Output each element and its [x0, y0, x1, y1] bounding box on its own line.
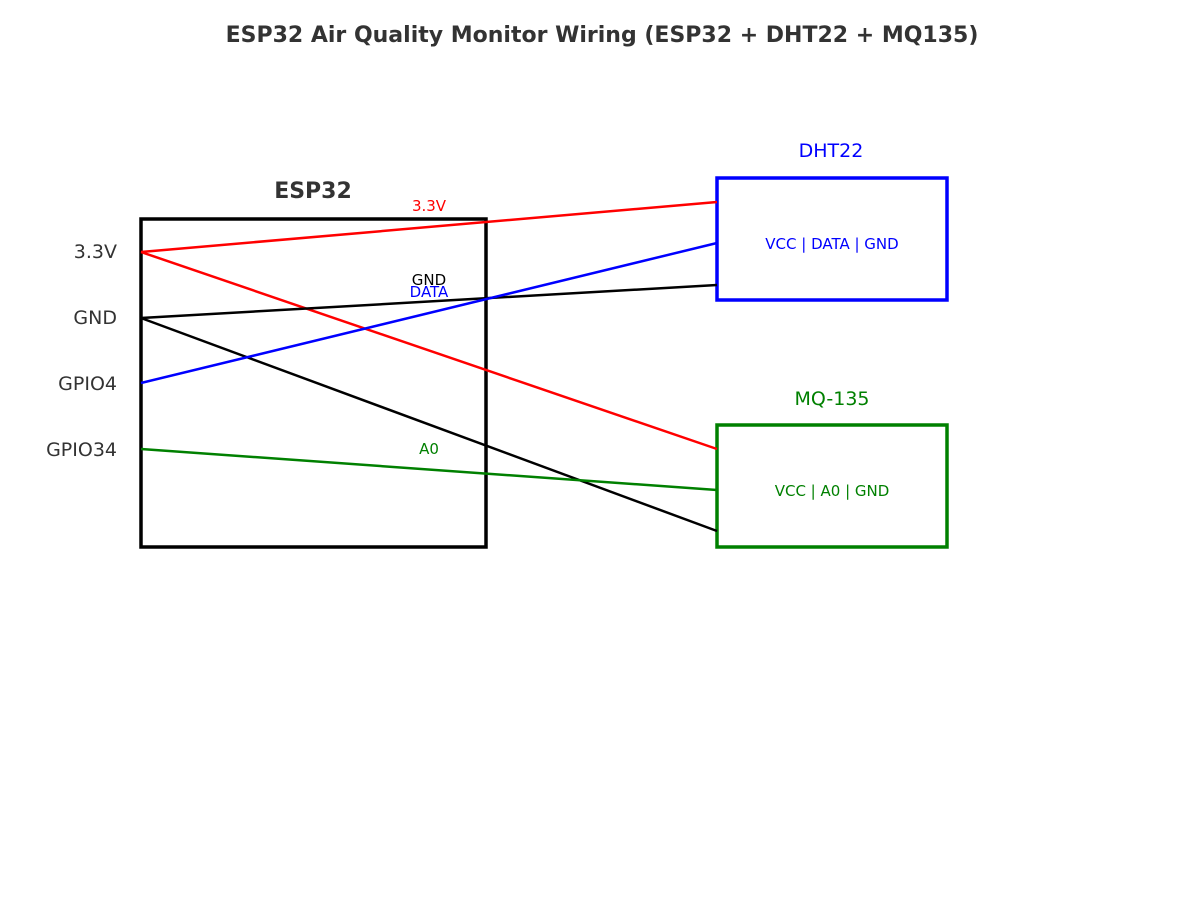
- pin-label-gnd: GND: [73, 307, 117, 329]
- diagram-title: ESP32 Air Quality Monitor Wiring (ESP32 …: [226, 23, 979, 48]
- esp32-label: ESP32: [274, 179, 352, 204]
- wire-gnd-to-mq135-gnd: [140, 316, 718, 533]
- mq135-module: [715, 423, 949, 549]
- dht22-label: DHT22: [799, 140, 864, 162]
- wire-label-data: DATA: [410, 283, 449, 301]
- dht22-module: [715, 176, 949, 302]
- pin-label-gpio4: GPIO4: [58, 373, 117, 395]
- wire-3v3-to-mq135-vcc: [140, 250, 718, 451]
- pin-label-gpio34: GPIO34: [46, 439, 117, 461]
- mq135-pins-text: VCC | A0 | GND: [775, 482, 890, 500]
- wire-gpio4-to-dht22-data: [140, 241, 718, 385]
- wire-3v3-to-dht22-vcc: [140, 200, 718, 254]
- wire-gpio34-to-mq135-a0: [140, 447, 718, 492]
- wire-gnd-to-dht22-gnd: [140, 283, 718, 320]
- mq135-label: MQ-135: [795, 388, 870, 410]
- pin-label-3v3: 3.3V: [74, 241, 117, 263]
- wire-label-a0: A0: [419, 440, 439, 458]
- wire-label-gnd: GND: [412, 271, 446, 289]
- dht22-pins-text: VCC | DATA | GND: [765, 235, 898, 253]
- wire-label-3v3: 3.3V: [412, 197, 447, 215]
